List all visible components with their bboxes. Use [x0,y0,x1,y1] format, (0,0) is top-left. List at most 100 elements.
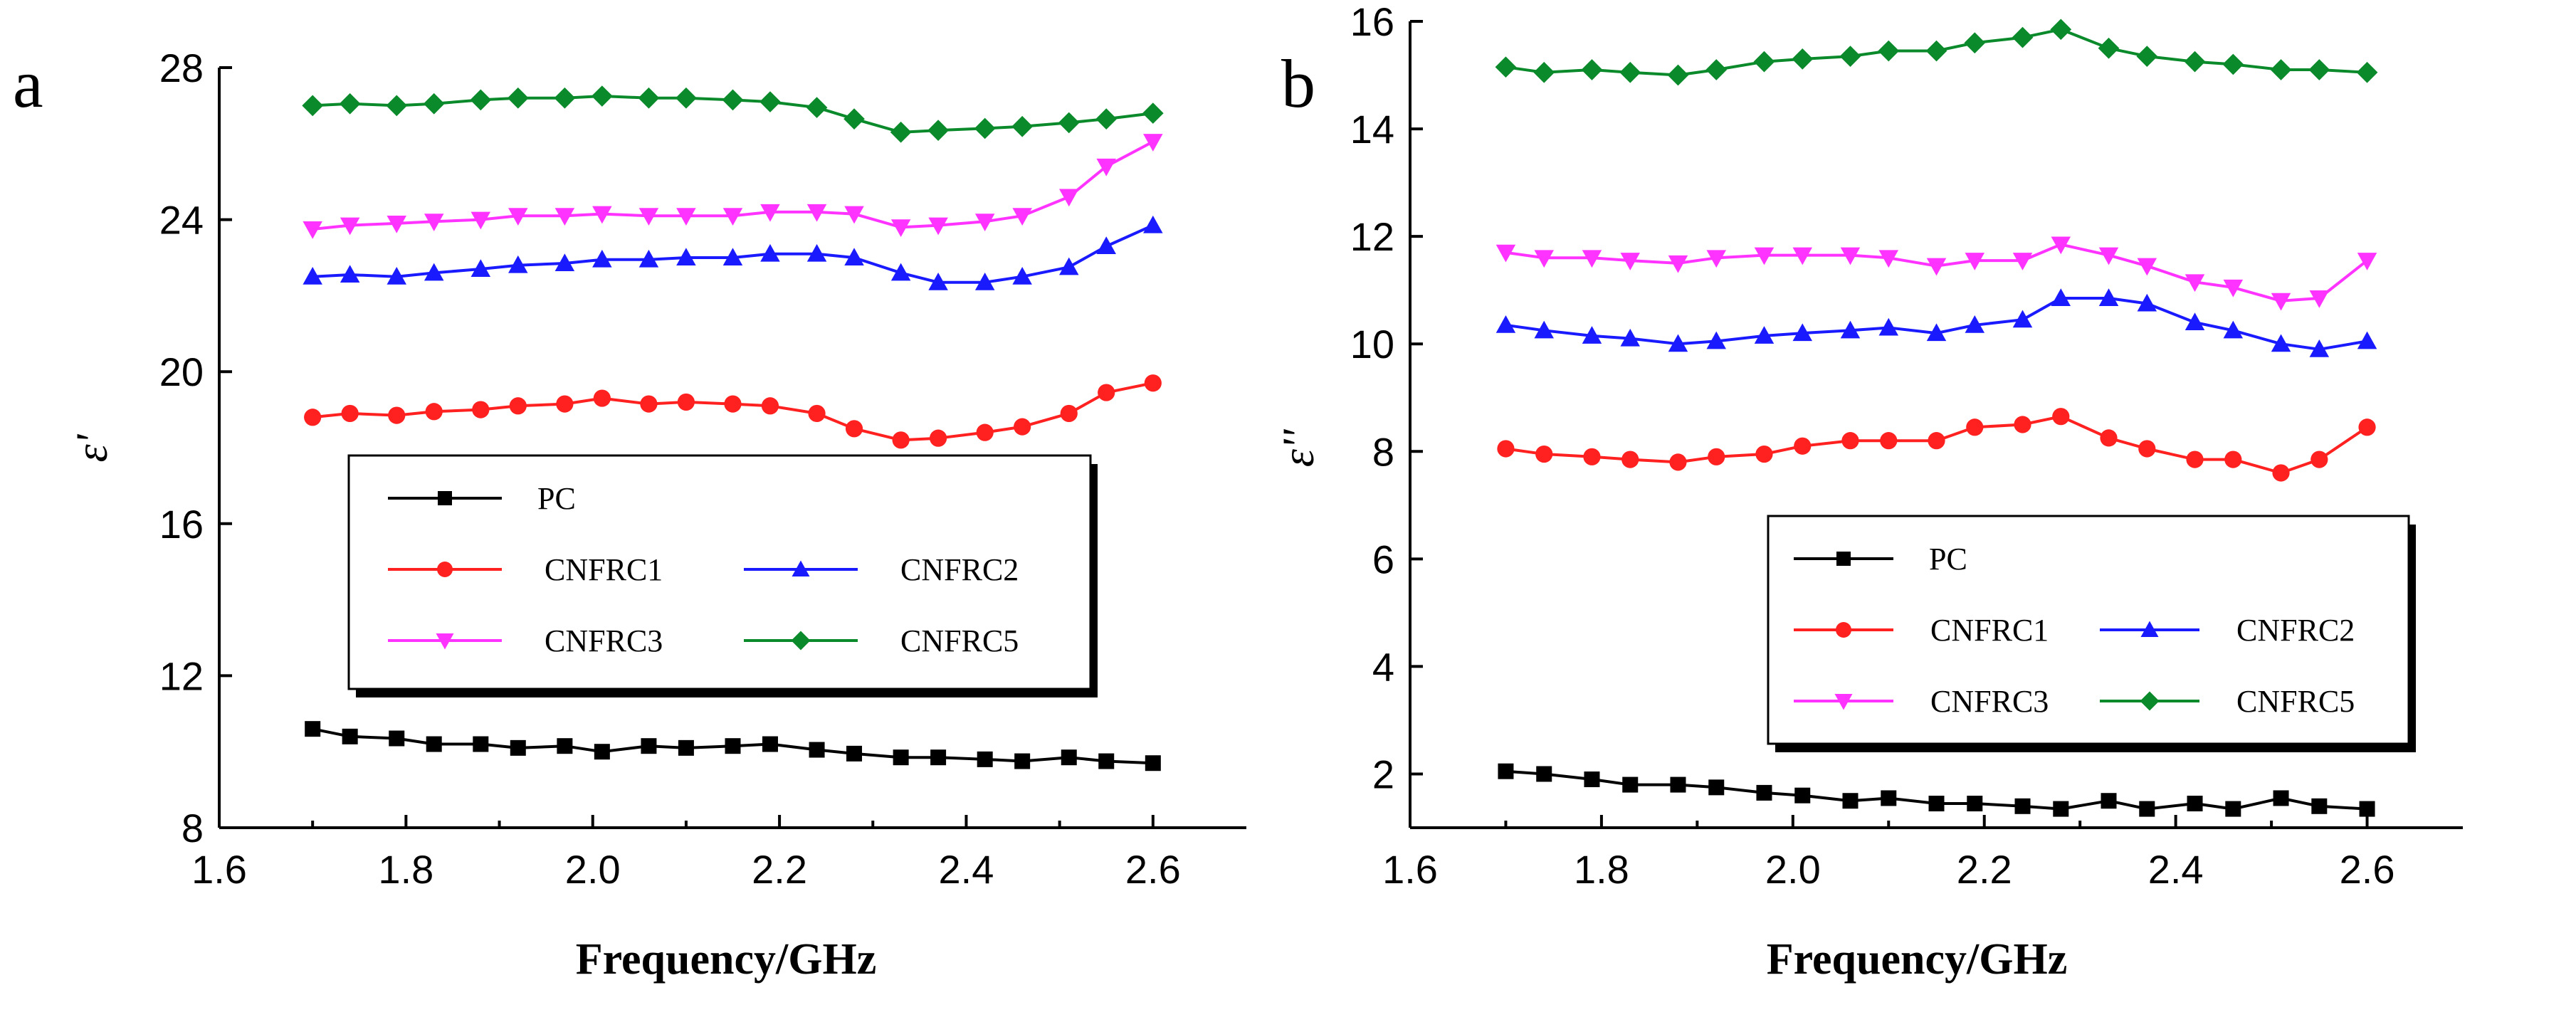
data-point [2098,37,2120,59]
data-point [1755,445,1773,463]
data-point [890,219,911,238]
series-group-a [302,85,1164,771]
y-axis-label-b: ε'' [1273,428,1323,467]
data-point [844,248,864,265]
data-point [806,204,827,222]
legend-label: CNFRC2 [900,552,1019,587]
data-point [426,736,442,752]
legend-entry-cnfrc1: CNFRC1 [1794,613,2049,648]
data-point [1928,796,1945,812]
data-point [2101,793,2117,809]
data-point [722,89,744,111]
data-point [2223,279,2244,297]
legend-entry-cnfrc1: CNFRC1 [388,552,663,587]
data-point [1705,59,1728,80]
data-point [2358,418,2376,436]
data-point [341,404,359,423]
data-point [387,266,406,285]
data-point [2308,59,2330,80]
data-point [1708,448,1725,465]
data-point [388,406,406,424]
y-ticks-a: 8 12 16 20 24 28 [159,46,232,850]
data-point [1622,776,1639,793]
data-point [722,208,743,226]
legend-label: PC [537,481,576,516]
panel-b: b 2 4 6 8 10 12 14 16 1.6 1.8 2.0 2.2 2.4 2.6 ε'' Fr… [1273,0,2463,984]
y-tick-label: 8 [1372,429,1394,474]
data-point [928,217,948,236]
data-point [759,91,781,112]
x-ticks-b: 1.6 1.8 2.0 2.2 2.4 2.6 [1382,815,2394,892]
data-point [1582,250,1602,268]
data-point [1668,255,1688,273]
data-point [809,742,825,758]
data-point [302,95,324,117]
data-point [386,95,408,117]
data-point [762,736,778,752]
legend-marker [1834,694,1853,710]
data-point [554,208,575,226]
data-point [2098,247,2119,265]
data-point [890,121,912,143]
legend-marker [2140,621,2159,637]
data-point [1145,755,1161,771]
series-pc [1498,763,2375,817]
data-point [2050,19,2072,41]
data-point [976,423,994,441]
legend-entry-cnfrc2: CNFRC2 [2100,613,2355,648]
legend-marker [437,562,453,577]
data-point [423,93,445,115]
data-point [1059,257,1079,275]
legend-label: PC [1929,542,1967,576]
data-point [1841,432,1859,450]
data-point [1621,451,1639,468]
data-point [2272,464,2290,482]
data-point [2271,293,2291,311]
data-point [1495,315,1516,333]
legend-marker [791,631,811,651]
data-point [1926,258,1947,276]
data-point [1754,326,1775,344]
data-point [472,401,490,418]
data-point [1534,250,1554,268]
data-point [1060,404,1078,423]
series-group-b [1495,19,2378,817]
data-point [1840,320,1861,339]
data-point [806,243,827,262]
data-point [2357,331,2377,349]
data-point [2012,310,2033,328]
data-point [1011,115,1034,137]
data-point [424,263,444,281]
data-point [304,409,322,426]
series-cnfrc1 [304,374,1162,449]
data-point [974,272,995,290]
legend-label: CNFRC1 [545,552,663,587]
data-point [2271,334,2291,352]
x-ticks-a: 1.6 1.8 2.0 2.2 2.4 2.6 [191,815,1181,892]
legend-b: PC CNFRC1 CNFRC2 CNFRC3 CNFRC5 [1767,515,2416,752]
data-point [557,738,573,754]
legend-box-a [347,454,1092,690]
legend-entry-cnfrc2: CNFRC2 [744,552,1019,587]
data-point [1095,108,1118,130]
data-point [554,253,575,272]
data-point [2137,258,2157,276]
x-tick-label: 2.0 [1765,847,1821,892]
data-point [2186,451,2204,468]
series-cnfrc1 [1497,408,2376,482]
data-point [2357,253,2377,270]
data-point [677,393,695,411]
data-point [1756,784,1772,801]
legend-entry-cnfrc3: CNFRC3 [388,623,663,658]
data-point [1881,790,1897,806]
data-point [592,206,612,224]
data-point [1965,315,1985,333]
data-point [2270,59,2292,80]
data-point [724,395,742,413]
data-point [1096,236,1116,254]
x-tick-label: 2.2 [752,847,807,892]
legend-label: CNFRC2 [2236,613,2355,648]
data-point [1533,61,1555,83]
data-point [760,243,780,262]
